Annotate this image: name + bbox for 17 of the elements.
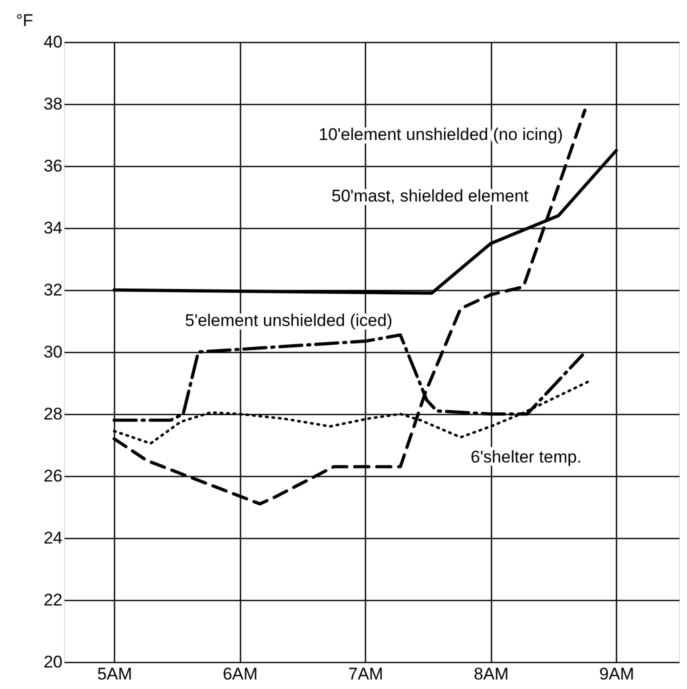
y-tick-label: 26 [44,466,62,486]
y-tick-label: 24 [44,528,62,548]
y-tick-label: 30 [44,342,62,362]
x-tick-label: 5AM [97,664,132,684]
y-axis-title: °F [16,11,34,30]
y-tick-label: 22 [44,590,62,610]
y-tick-label: 36 [44,156,62,176]
y-tick-label: 32 [44,280,62,300]
x-tick-label: 7AM [348,664,384,684]
y-tick-label: 40 [44,32,62,52]
y-tick-label: 28 [44,404,62,424]
y-tick-label: 20 [44,652,62,672]
x-tick-label: 9AM [599,664,634,684]
y-tick-label: 34 [44,218,62,238]
x-tick-label: 6AM [222,664,258,684]
y-tick-label: 38 [44,94,62,114]
x-tick-label: 8AM [474,664,509,684]
